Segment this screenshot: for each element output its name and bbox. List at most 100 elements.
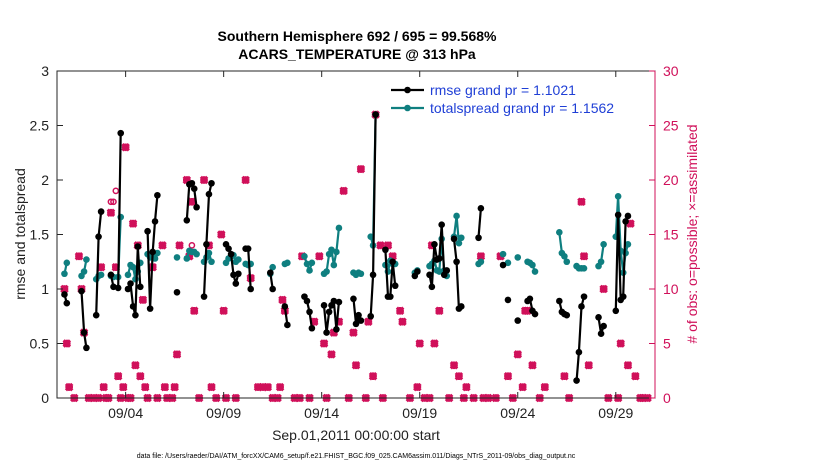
y-tick-label: 0.5 (30, 336, 50, 352)
totalspread-point (208, 258, 215, 266)
rmse-point (357, 317, 365, 324)
totalspread-point (561, 252, 568, 260)
rmse-point (132, 311, 139, 319)
rmse-point (612, 307, 620, 315)
rmse-point (95, 233, 102, 240)
obs-assimilated-marker (528, 361, 537, 370)
rmse-point (531, 310, 539, 318)
rmse-line (575, 296, 586, 381)
obs-assimilated-marker (584, 361, 593, 370)
obs-assimilated-marker (616, 339, 625, 348)
rmse-point (114, 284, 122, 292)
rmse-point (92, 311, 100, 319)
rmse-point (267, 269, 274, 276)
obs-assimilated-marker (189, 306, 199, 316)
obs-assimilated-marker (339, 186, 348, 196)
obs-assimilated-marker (199, 175, 209, 185)
rmse-point (575, 348, 583, 356)
obs-assimilated-marker (631, 371, 640, 381)
rmse-point (595, 314, 602, 321)
obs-assimilated-marker (119, 382, 128, 392)
rmse-point (203, 241, 210, 248)
obs-assimilated-marker (449, 361, 459, 370)
totalspread-point (183, 255, 191, 262)
totalspread-point (308, 259, 316, 267)
totalspread-point (97, 271, 105, 279)
rmse-point (352, 320, 360, 328)
legend-spread-label: totalspread grand pr = 1.1562 (430, 100, 614, 116)
rmse-point (556, 297, 563, 305)
rmse-point (137, 283, 144, 291)
rmse-point (436, 255, 443, 262)
rmse-series (61, 111, 632, 384)
obs-assimilated-marker (158, 241, 167, 250)
rmse-point (284, 321, 291, 329)
totalspread-point (597, 258, 605, 266)
rmse-point (146, 305, 154, 312)
totalspread-point (455, 239, 463, 247)
obs-assimilated-marker (395, 306, 405, 316)
rmse-point (428, 283, 436, 291)
totalspread-point (453, 212, 460, 220)
rmse-point (443, 267, 451, 274)
obs-assimilated-marker (160, 382, 170, 392)
rmse-point (624, 212, 632, 220)
rmse-point (303, 297, 311, 305)
rmse-point (83, 344, 90, 352)
obs-assimilated-marker (99, 382, 108, 392)
x-tick-label: 09/24 (500, 405, 535, 421)
x-tick-label: 09/04 (108, 405, 143, 421)
obs-assimilated-marker (577, 197, 586, 207)
obs-assimilated-marker (128, 219, 138, 228)
totalspread-point (63, 259, 71, 267)
rmse-point (117, 129, 125, 137)
y2-tick-label: 30 (663, 63, 679, 79)
obs-assimilated-marker (263, 382, 273, 392)
y-axis-label: rmse and totalspread (12, 168, 28, 300)
rmse-point (244, 245, 252, 252)
totalspread-point (306, 267, 313, 274)
totalspread-point (367, 233, 375, 240)
y2-axis-ticks: 0 5 10 15 20 25 30 (649, 63, 679, 406)
rmse-point (320, 302, 328, 309)
obs-assimilated-marker (327, 350, 336, 359)
y-axis-ticks: 0 0.5 1 1.5 2 2.5 3 (30, 63, 63, 406)
totalspread-point (614, 193, 622, 200)
obs-assimilated-marker (518, 382, 527, 392)
legend-spread-marker (404, 104, 411, 112)
x-tick-label: 09/29 (598, 405, 633, 421)
rmse-point (330, 297, 338, 305)
totalspread-point (477, 258, 485, 266)
y2-tick-label: 10 (663, 281, 679, 297)
rmse-point (438, 221, 445, 228)
obs-assimilated-marker (136, 371, 145, 381)
rmse-point (457, 303, 465, 310)
rmse-point (367, 312, 375, 320)
rmse-point (414, 268, 421, 275)
plot-area (57, 71, 655, 398)
rmse-point (350, 295, 357, 303)
y-tick-label: 1 (41, 281, 49, 297)
totalspread-point (335, 224, 343, 232)
obs-assimilated-marker (599, 284, 608, 294)
obs-assimilated-marker (503, 371, 513, 381)
obs-assimilated-marker (398, 317, 407, 326)
rmse-point (387, 293, 394, 300)
rmse-line (202, 183, 213, 297)
y2-tick-label: 20 (663, 172, 679, 188)
totalspread-point (284, 259, 291, 267)
rmse-point (308, 324, 316, 332)
rmse-point (193, 203, 200, 211)
rmse-point (200, 293, 208, 300)
totalspread-point (529, 261, 536, 269)
obs-possible-marker (188, 242, 196, 249)
obs-assimilated-marker (513, 350, 523, 359)
totalspread-point (580, 264, 588, 272)
rmse-point (205, 190, 213, 198)
totalspread-point (61, 270, 68, 278)
rmse-point (504, 296, 512, 304)
rmse-point (323, 329, 330, 336)
chart-title-line1: Southern Hemisphere 692 / 695 = 99.568% (218, 28, 498, 44)
rmse-point (134, 243, 142, 250)
rmse-point (514, 317, 522, 324)
